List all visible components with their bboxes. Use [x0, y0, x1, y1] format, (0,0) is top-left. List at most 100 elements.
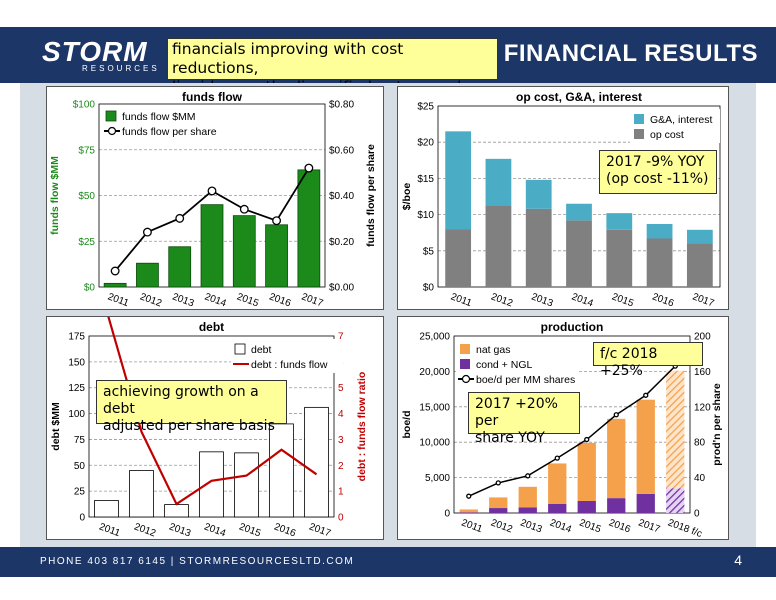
y-axis-label: funds flow $MM	[49, 156, 61, 235]
data-point	[304, 163, 314, 173]
y-tick-label: 50	[74, 461, 86, 472]
legend-box	[231, 339, 343, 373]
x-tick-label: 2015	[610, 291, 635, 309]
footer-contact: PHONE 403 817 6145 | STORMRESOURCESLTD.C…	[40, 556, 355, 567]
bar	[577, 500, 596, 513]
bar	[234, 452, 259, 518]
y2-tick-label: 7	[338, 332, 344, 343]
y-axis-label: $/boe	[401, 183, 413, 211]
y-tick-label: 125	[68, 383, 85, 394]
header-callout: financials improving with cost reduction…	[167, 38, 498, 96]
x-tick-label: 2012	[138, 291, 163, 309]
y2-tick-label: 0	[694, 509, 700, 520]
y-tick-label: 150	[68, 357, 85, 368]
y-tick-label: $0	[423, 283, 435, 294]
x-tick-label: 2014	[203, 291, 228, 309]
bar	[566, 220, 592, 287]
y2-tick-label: 120	[694, 402, 711, 413]
y-tick-label: $20	[417, 138, 434, 149]
bar	[265, 224, 288, 288]
prod-fc-callout: f/c 2018 +25%	[593, 342, 703, 379]
y-tick-label: 175	[68, 332, 85, 343]
legend-box	[456, 339, 578, 387]
opcost-callout: 2017 -9% YOY (op cost -11%)	[599, 150, 717, 194]
legend-swatch	[634, 114, 644, 124]
legend-marker	[107, 126, 117, 136]
legend-swatch	[460, 359, 470, 369]
x-tick-label: 2013	[167, 521, 192, 539]
page-title: FINANCIAL RESULTS	[503, 40, 758, 67]
bar	[525, 208, 552, 287]
x-tick-label: 2017	[637, 517, 662, 535]
header-callout-line: financials improving with cost reduction…	[172, 40, 404, 77]
bar	[646, 224, 673, 239]
panel-op-cost: op cost, G&A, interest $0 $5 $10 $15 $20 $25 20…	[397, 86, 729, 310]
bar	[199, 451, 224, 518]
bar	[646, 238, 673, 287]
bar	[686, 243, 713, 287]
bar	[518, 507, 537, 513]
x-tick-label: 2013	[519, 517, 544, 535]
y-tick-label: 5,000	[425, 473, 450, 484]
bar	[566, 203, 592, 221]
x-tick-label: 2018 f/c	[666, 517, 703, 539]
page-number: 4	[734, 552, 742, 568]
series-line	[105, 309, 318, 506]
y-tick-label: 10,000	[419, 438, 450, 449]
x-tick-label: 2012	[132, 521, 157, 539]
bar	[232, 215, 256, 288]
y2-tick-label: $0.40	[329, 191, 354, 202]
data-point	[110, 266, 120, 276]
legend-swatch	[234, 343, 246, 355]
chart-title: op cost, G&A, interest	[516, 90, 642, 104]
x-tick-label: 2011	[97, 521, 121, 539]
bar	[607, 418, 626, 499]
x-tick-label: 2014	[570, 291, 595, 309]
y2-tick-label: 4	[338, 409, 344, 420]
bar	[548, 503, 567, 513]
y-tick-label: $15	[417, 174, 434, 185]
x-tick-label: 2017	[691, 291, 716, 309]
x-tick-label: 2015	[578, 517, 603, 535]
x-tick-label: 2016	[607, 517, 632, 535]
y-tick-label: $75	[78, 145, 95, 156]
prod-yoy-callout-line: 2017 +20% per	[475, 396, 558, 429]
bar	[666, 488, 685, 513]
bar	[485, 158, 512, 206]
chart-title: production	[541, 320, 604, 334]
bar	[200, 204, 224, 288]
legend-marker	[461, 374, 471, 384]
x-tick-label: 2017	[300, 291, 325, 309]
y2-tick-label: 0	[338, 513, 344, 524]
series-line	[468, 365, 676, 497]
opcost-callout-line: 2017 -9% YOY	[606, 154, 705, 170]
panel-debt: debt025507510012515017501234567201120122…	[46, 309, 384, 540]
y-tick-label: $25	[78, 237, 95, 248]
data-point	[584, 436, 590, 443]
y-axis-label: boe/d	[401, 411, 413, 439]
bar	[548, 463, 567, 504]
prod-fc-callout-line: f/c 2018 +25%	[600, 346, 658, 379]
y2-axis-label: debt : funds flow ratio	[356, 372, 368, 482]
x-tick-label: 2011	[449, 291, 473, 309]
data-point	[525, 473, 531, 479]
bar	[518, 486, 537, 508]
y2-tick-label: 3	[338, 435, 344, 446]
bar	[459, 512, 478, 513]
data-point	[175, 213, 185, 223]
x-tick-label: 2013	[530, 291, 555, 309]
legend-box	[102, 106, 232, 140]
legend-label: funds flow $MM	[122, 111, 196, 123]
legend-label: debt : funds flow	[251, 359, 328, 371]
y-axis-label: debt $MM	[50, 402, 62, 451]
x-tick-label: 2011	[460, 517, 484, 535]
bar	[666, 370, 685, 489]
prod-yoy-callout-line: share YOY	[475, 430, 545, 446]
debt-callout: achieving growth on a debt adjusted per …	[96, 380, 287, 434]
bar	[525, 179, 552, 209]
y2-tick-label: $0.60	[329, 145, 354, 156]
legend-box	[630, 109, 720, 143]
x-tick-label: 2012	[489, 517, 514, 535]
y2-tick-label: $0.00	[329, 283, 354, 294]
debt-callout-line: achieving growth on a debt	[103, 384, 259, 417]
